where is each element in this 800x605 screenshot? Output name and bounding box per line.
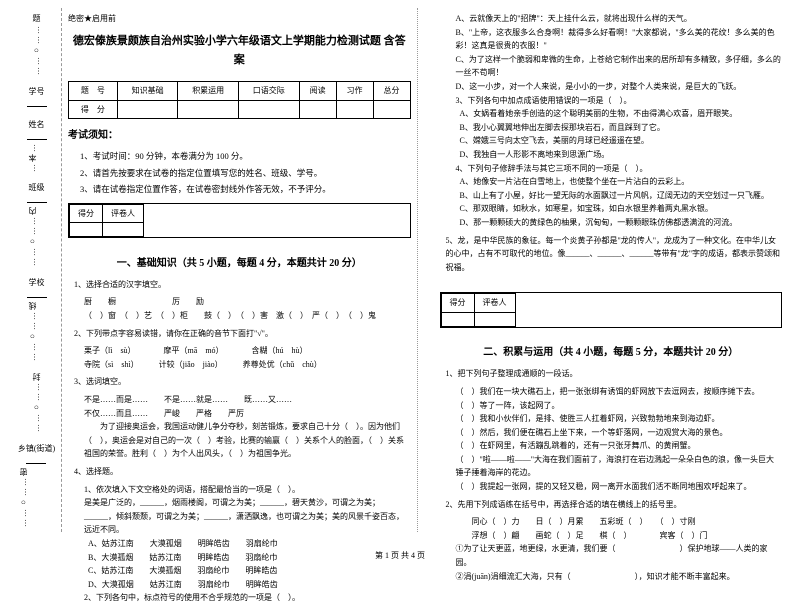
s2-q2-l1: 同心（ ）力 日（ ）月累 五彩斑（ ） （ ）寸刚 [456, 515, 783, 529]
notice-item-1: 2、请首先按要求在试卷的指定位置填写您的姓名、班级、学号。 [80, 165, 411, 181]
right-column: A、云就像天上的"招牌"：天上挂什么云，就将出现什么样的天气。 B、"上帝，这衣… [434, 8, 789, 532]
q4-sub4-opt-a: A、她像安一片沾在白雪地上，也使整个坐在一片沾白的云彩上。 [460, 175, 783, 189]
binding-margin: 题 ……○…… 学号 姓名 …本… 班级 ……○……内 学校 ……○……线 ……… [12, 8, 62, 532]
s2-q1-i5: （ ）"啦——啦——"大海在我们面前了，海浪打在岩边溅起一朵朵白色的浪，像一头巨… [456, 453, 783, 480]
s2-q1-i0: （ ）我们在一块大礁石上，把一张张绑有诱饵的虾网放下去逗网去，按顺序摊下去。 [456, 385, 783, 399]
th-3: 口语交际 [239, 82, 300, 101]
binding-label-3: 学校 [27, 277, 47, 288]
s2-q1-i1: （ ）等了一阵，该起网了。 [456, 399, 783, 413]
q3-l3: 为了迎接奥运会，我国运动健儿争分夺秒，刻苦锻炼，要求自己十分（ ）。因为他们（ … [84, 420, 411, 461]
q4-sub3-opt-c: C、嫦娥三号向太空飞去，美丽的月球已经遥遥在望。 [460, 134, 783, 148]
sb2-c1: 得分 [441, 294, 474, 313]
main-content: 绝密★启用前 德宏傣族景颇族自治州实验小学六年级语文上学期能力检测试题 含答案 … [62, 8, 788, 532]
q4-sub3-opt-b: B、我小心翼翼地伸出左脚去探那块岩石，而且踩到了它。 [460, 121, 783, 135]
binding-label-4: 乡镇(街道) [18, 443, 55, 454]
s2-q1-i4: （ ）在虾网里，有活蹦乱跳着的，还有一只张牙舞爪、的黄闸蟹。 [456, 439, 783, 453]
section2-title: 二、积累与运用（共 4 小题，每题 5 分，本题共计 20 分） [440, 344, 783, 361]
sb2-c2: 评卷人 [474, 294, 515, 313]
q1-l1: 厨 橱 厉 励 [84, 295, 411, 309]
th-5: 习作 [336, 82, 373, 101]
q4-sub2-opt-d: D、这一小步，对一个人来说，是小小的一步，对整个人类来说，是巨大的飞跃。 [456, 80, 783, 94]
th-0: 题 号 [69, 82, 118, 101]
notice-item-0: 1、考试时间：90 分钟，本卷满分为 100 分。 [80, 148, 411, 164]
notice-item-2: 3、请在试卷指定位置作答，在试卷密封线外作答无效，不予评分。 [80, 181, 411, 197]
score-box-1: 得分 评卷人 [68, 203, 411, 239]
notice-title: 考试须知： [68, 127, 411, 144]
q4-sub1-opt-d: D、大漠孤烟 姑苏江南 羽扇纶巾 明眸皓齿 [88, 578, 411, 592]
q4-sub2-opt-a: A、云就像天上的"招牌"：天上挂什么云，就将出现什么样的天气。 [456, 12, 783, 26]
binding-label-2: 班级 [27, 182, 47, 193]
th-1: 知识基础 [117, 82, 178, 101]
binding-label-0: 学号 [27, 86, 47, 97]
q4-sub1-opt-a: A、姑苏江南 大漠孤烟 明眸皓齿 羽扇纶巾 [88, 537, 411, 551]
q3-stem: 3、选词填空。 [74, 375, 411, 389]
sb1-c1: 得分 [70, 204, 103, 223]
s2-q1-stem: 1、把下列句子整理成通顺的一段话。 [446, 367, 783, 381]
s2-q2-l4: ②涓(juān)涓细流汇大海，只有（ ），知识才能不断丰富起来。 [456, 570, 783, 584]
s2-q2-l2: 浮想（ ）翩 画蛇（ ）足 棋（ ） 宾客（ ）门 [456, 529, 783, 543]
q1-l2: （ ）窗 （ ）艺 （ ）柜 鼓（ ） （ ）害 激（ ） 严（ ） （ ）鬼 [84, 309, 411, 323]
q4-sub4: 4、下列句子修辞手法与其它三项不同的一项是（ ）。 [456, 162, 783, 176]
q4-stem: 4、选择题。 [74, 465, 411, 479]
q4-sub4-opt-b: B、山上有了小屋，好比一望无际的水面飘过一片风帆，辽阔无边的天空划过一只飞雁。 [460, 189, 783, 203]
page-footer: 第 1 页 共 4 页 [0, 550, 800, 561]
q4-sub2: 2、下列各句中，标点符号的使用不合乎规范的一项是（ ）。 [84, 591, 411, 605]
q4-sub3-opt-a: A、女娲看着她亲手创造的这个聪明美丽的生物，不由得满心欢喜，眉开眼笑。 [460, 107, 783, 121]
binding-field-1: 姓名 …本… [27, 119, 47, 172]
secret-label: 绝密★启用前 [68, 12, 411, 26]
s2-q1-i3: （ ）然后，我们便在礁石上坐下来，一个等虾落网，一边观赏大海的景色。 [456, 426, 783, 440]
s2-q2-stem: 2、先用下列成语练在括号中，再选择合适的填在横线上的括号里。 [446, 498, 783, 512]
s2-q1-i6: （ ）我提起一张网，提的又轻又稳，网一离开水面我们活不断同地围欢呼起来了。 [456, 480, 783, 494]
q3-l1: 不是……而是…… 不是……就是…… 既……又…… [84, 393, 411, 407]
q2-l2: 寺院（sì shì） 计较（jiǎo jiào） 养尊处优（chǔ chù） [84, 358, 411, 372]
binding-top-label: 题 [32, 13, 41, 24]
q4-sub4-opt-c: C、那双眼睛，如秋水，如寒星，如宝珠，如白水银里养着两丸黑水银。 [460, 202, 783, 216]
th-4: 阅读 [299, 82, 336, 101]
section1-title: 一、基础知识（共 5 小题，每题 4 分，本题共计 20 分） [68, 255, 411, 272]
sb1-c2: 评卷人 [103, 204, 144, 223]
q2-stem: 2、下列带点字容易读错，请你在正确的音节下面打"√"。 [74, 327, 411, 341]
binding-marker-4: ……○……密 [18, 466, 29, 527]
q4-sub3-opt-d: D、我独自一人形影不离地来到思源广场。 [460, 148, 783, 162]
s2-q1-i2: （ ）我和小伙伴们，是排、使胜三人扛着虾网，兴致勃勃地来到海边虾。 [456, 412, 783, 426]
binding-top: 题 ……○…… [32, 13, 41, 75]
left-column: 绝密★启用前 德宏傣族景颇族自治州实验小学六年级语文上学期能力检测试题 含答案 … [62, 8, 418, 532]
binding-field-0: 学号 [27, 86, 47, 109]
binding-marker-0: ……○…… [32, 24, 41, 75]
th-2: 积累运用 [178, 82, 239, 101]
binding-label-1: 姓名 [27, 119, 47, 130]
binding-marker-1: ……○……内 [27, 205, 38, 266]
binding-note: …本… [27, 142, 38, 172]
q4-sub1-text: 是美是广泛的，______，烟雨楼阁，可谓之为美；______，碧天黄沙，可谓之… [84, 496, 411, 537]
score-box-2: 得分 评卷人 [440, 292, 783, 328]
binding-field-2: 班级 ……○……内 [27, 182, 47, 266]
q2-l1: 栗子（lì sù） 摩平（mā mó） 含糊（hú hù） [84, 344, 411, 358]
q1-stem: 1、选择合适的汉字填空。 [74, 278, 411, 292]
exam-title: 德宏傣族景颇族自治州实验小学六年级语文上学期能力检测试题 含答案 [68, 32, 411, 72]
q4-sub1: 1、依次填入下文空格处的词语，搭配最恰当的一项是（ ）。 [84, 483, 411, 497]
th-6: 总分 [373, 82, 410, 101]
binding-field-dash3: ……○……封 [31, 371, 42, 432]
binding-marker-3: ……○……封 [31, 371, 42, 432]
q4-sub2-opt-c: C、为了这样一个脆弱和卑微的生命，上苍给它制作出来的居所却有多精致，多仔细，多么… [456, 53, 783, 80]
binding-field-3: 学校 ……○……线 [27, 277, 47, 361]
q4-sub3: 3、下列各句中加点成语使用错误的一项是（ ）。 [456, 94, 783, 108]
score-row-label: 得 分 [69, 100, 118, 119]
q4-sub4-opt-d: D、那一颗颗硕大的黄绿色的柚果，沉甸甸，一颗颗眼珠仿佛都透满流的河流。 [460, 216, 783, 230]
binding-marker-2: ……○……线 [27, 300, 38, 361]
q3-l2: 不仅……而且…… 严峻 严格 严厉 [84, 407, 411, 421]
binding-field-4: 乡镇(街道) ……○……密 [18, 443, 55, 527]
q4-sub1-opt-c: C、姑苏江南 大漠孤烟 羽扇纶巾 明眸皓齿 [88, 564, 411, 578]
q5: 5、龙，是中华民族的象征。每一个炎黄子孙都是"龙的传人"，龙成为了一种文化。在中… [446, 234, 783, 275]
q4-sub2-opt-b: B、"上帝，这衣服多么合身啊！裁得多么好看啊！"大家都说，"多么美的花纹！多么美… [456, 26, 783, 53]
score-summary-table: 题 号 知识基础 积累运用 口语交际 阅读 习作 总分 得 分 [68, 81, 411, 119]
notice-list: 1、考试时间：90 分钟，本卷满分为 100 分。 2、请首先按要求在试卷的指定… [80, 148, 411, 196]
